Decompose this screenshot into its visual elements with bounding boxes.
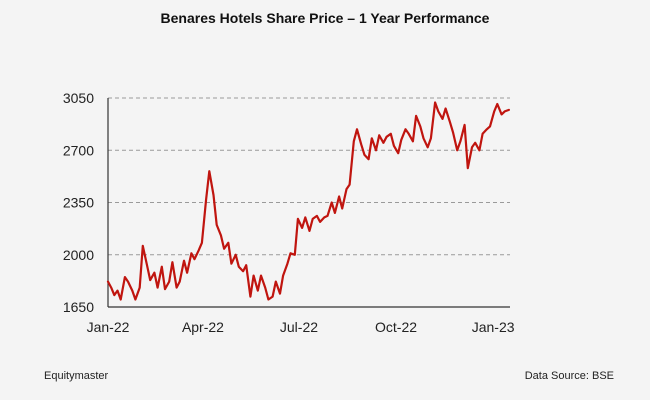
x-tick-label: Jan-22 xyxy=(87,319,130,335)
y-tick-label: 3050 xyxy=(63,90,94,106)
y-tick-label: 2000 xyxy=(63,247,94,263)
series-lines xyxy=(106,101,510,301)
x-tick-label: Jul-22 xyxy=(280,319,318,335)
y-tick-label: 1650 xyxy=(63,299,94,315)
grid-lines xyxy=(108,97,510,256)
data-source-label: Data Source: BSE xyxy=(524,370,614,382)
tick-labels: 1650 2000 2350 2700 3050 Jan-22 Apr-22 Jul-22 Oc… xyxy=(63,90,515,335)
y-tick-label: 2700 xyxy=(63,142,94,158)
x-tick-label: Jan-23 xyxy=(472,319,515,335)
axes xyxy=(107,98,510,308)
y-tick-label: 2350 xyxy=(63,195,94,211)
brand-label: Equitymaster xyxy=(44,370,109,382)
x-tick-label: Oct-22 xyxy=(375,319,417,335)
chart-title: Benares Hotels Share Price – 1 Year Perf… xyxy=(160,10,490,26)
share-price-line xyxy=(106,101,510,301)
x-tick-label: Apr-22 xyxy=(182,319,224,335)
